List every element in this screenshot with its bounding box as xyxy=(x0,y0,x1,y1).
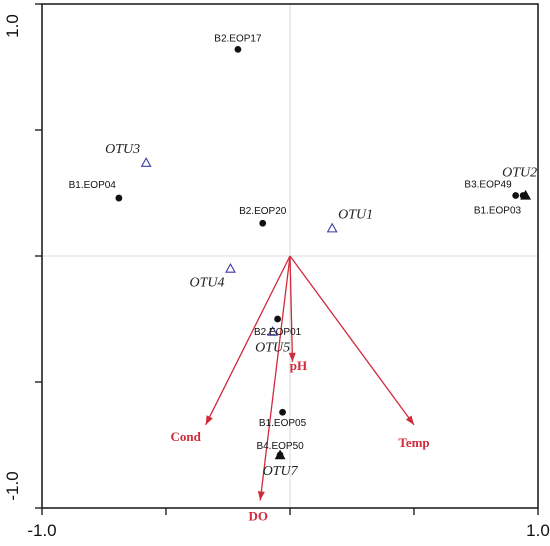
site-label: B1.EOP04 xyxy=(69,180,117,191)
species-triangle xyxy=(267,325,279,336)
species-label: OTU4 xyxy=(189,276,224,291)
env-vector-label: pH xyxy=(290,358,307,373)
site-point xyxy=(234,45,242,53)
env-vector-arrowhead xyxy=(405,415,414,425)
site-label: B2.EOP20 xyxy=(239,206,287,217)
species-triangle xyxy=(140,157,152,167)
env-vector-arrowhead xyxy=(205,415,213,425)
species-triangle xyxy=(520,189,532,200)
species-label: OTU7 xyxy=(263,464,299,479)
x-tick-label: -1.0 xyxy=(27,521,56,540)
env-vector-temp xyxy=(289,255,415,426)
y-tick-label: -1.0 xyxy=(3,471,22,500)
species-triangle xyxy=(225,262,236,273)
env-vector-ph xyxy=(289,255,294,362)
env-vector-arrowhead xyxy=(288,352,296,362)
site-point xyxy=(512,192,520,199)
species-label: OTU2 xyxy=(502,166,537,181)
site-label: B2.EOP01 xyxy=(254,327,302,338)
site-point xyxy=(259,219,267,227)
env-vector-arrowhead xyxy=(257,491,265,501)
species-label: OTU5 xyxy=(255,341,290,356)
site-label: B1.EOP05 xyxy=(259,418,307,429)
species-triangle xyxy=(326,222,338,233)
env-vector-label: Temp xyxy=(398,435,429,450)
env-vector-label: Cond xyxy=(171,429,202,444)
site-label: B4.EOP50 xyxy=(256,441,304,452)
site-point xyxy=(274,315,281,323)
species-label: OTU3 xyxy=(105,142,140,157)
site-point xyxy=(115,194,123,202)
site-label: B3.EOP49 xyxy=(464,180,512,191)
env-vector-label: DO xyxy=(248,508,268,523)
x-tick-label: 1.0 xyxy=(526,521,550,540)
env-vector-do xyxy=(259,255,291,501)
site-label: B2.EOP17 xyxy=(214,33,262,44)
species-label: OTU1 xyxy=(338,207,373,222)
site-point xyxy=(279,408,286,416)
site-label: B1.EOP03 xyxy=(474,206,522,217)
env-vector-cond xyxy=(205,255,291,426)
species-triangle xyxy=(274,449,286,460)
y-tick-label: 1.0 xyxy=(3,14,22,38)
